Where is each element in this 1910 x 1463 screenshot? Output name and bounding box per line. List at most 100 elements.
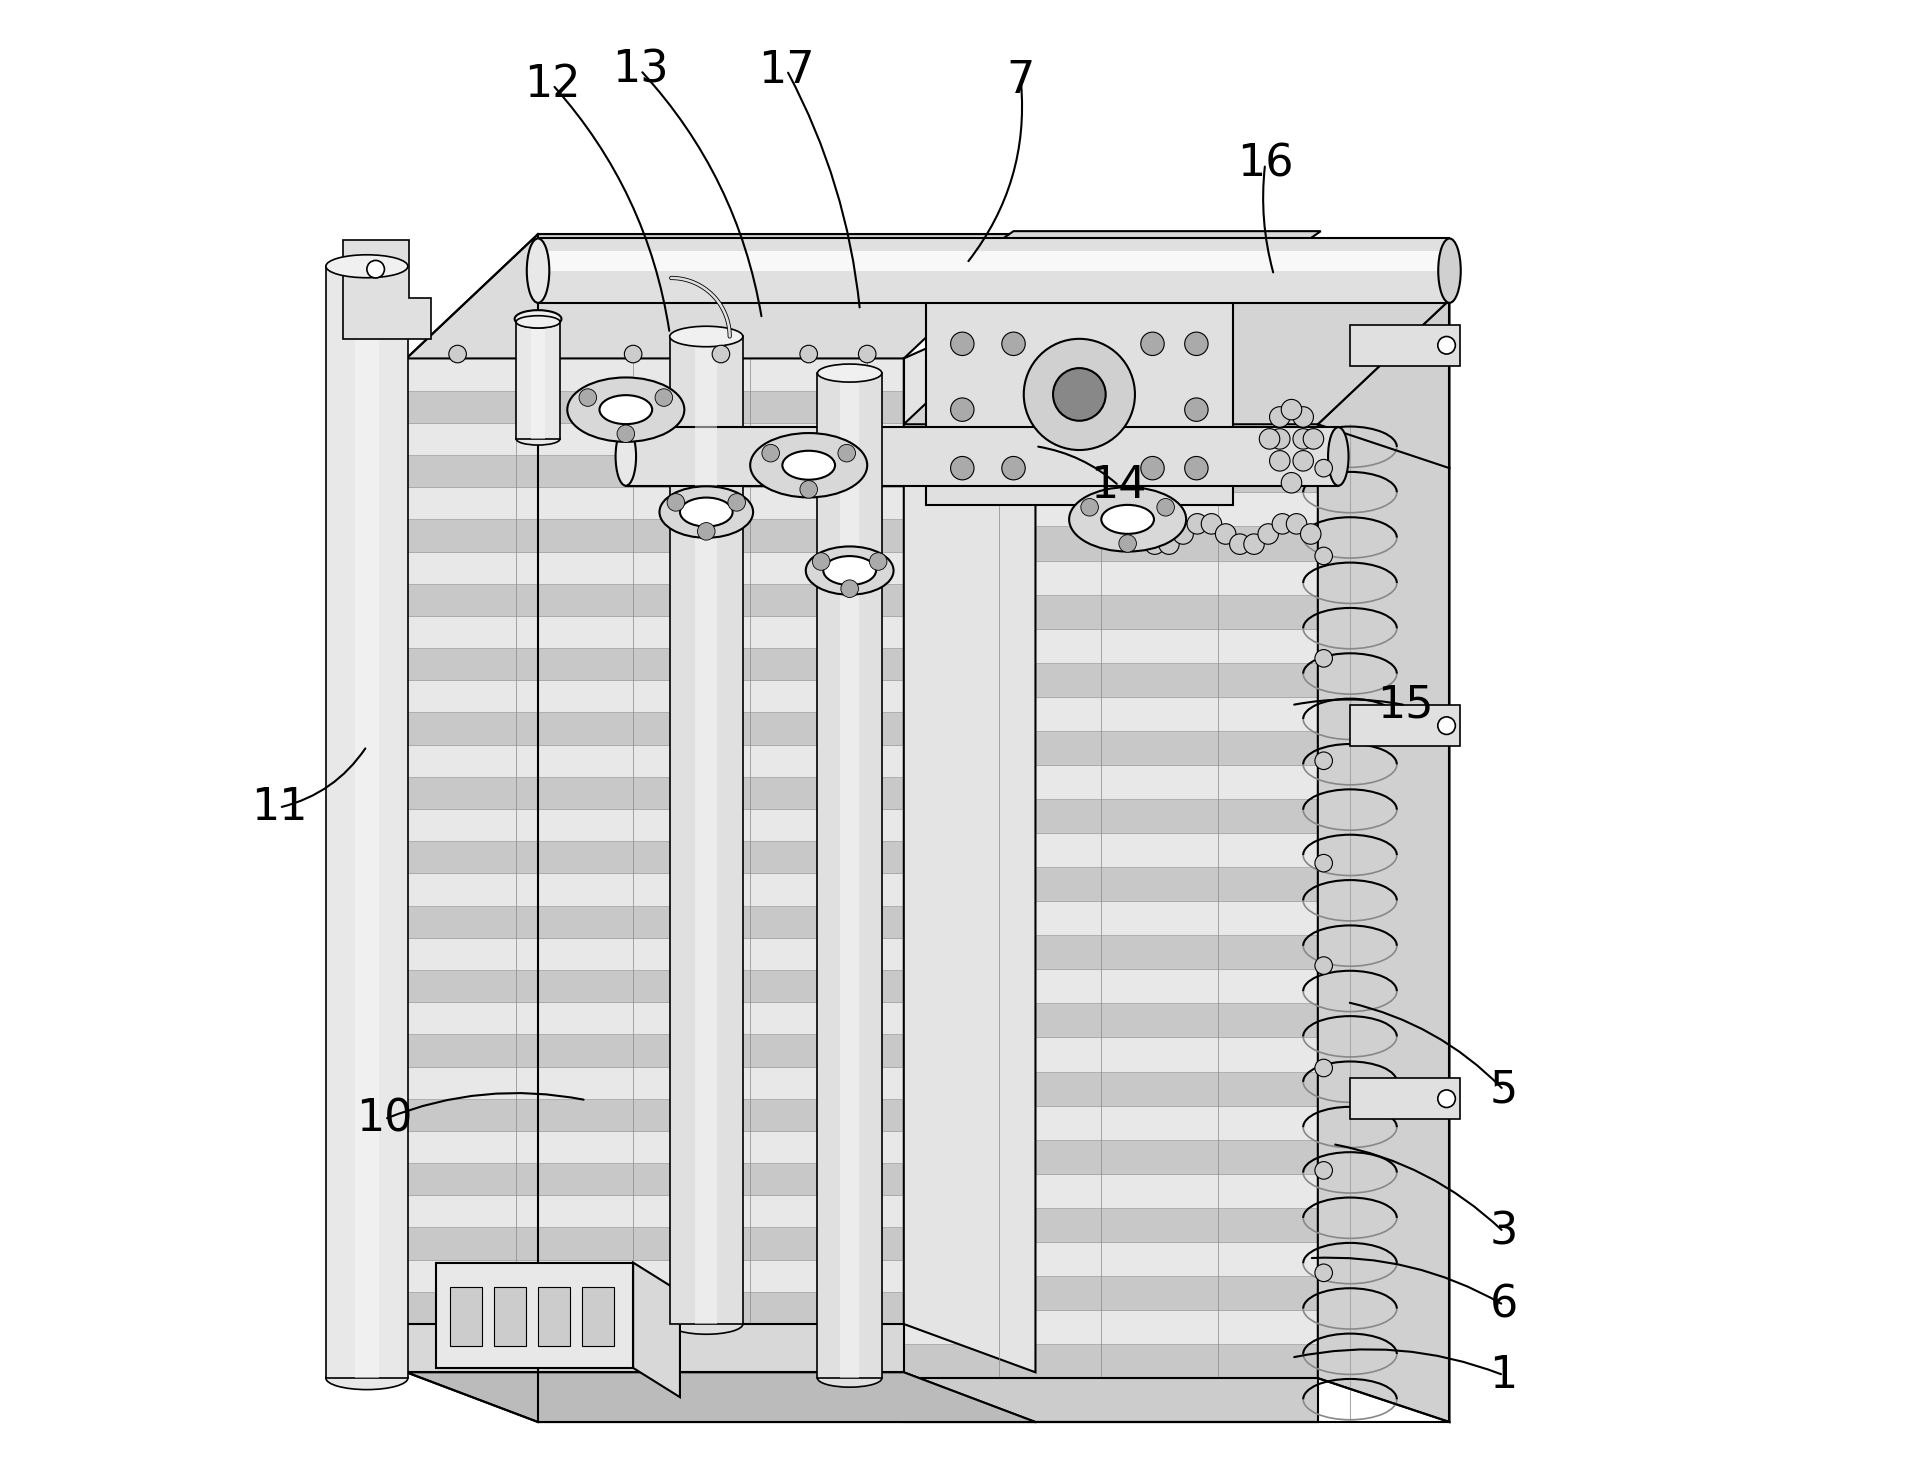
Circle shape: [1438, 336, 1455, 354]
Ellipse shape: [327, 1366, 409, 1390]
Polygon shape: [407, 1227, 903, 1260]
Ellipse shape: [600, 395, 651, 424]
Polygon shape: [903, 458, 1318, 493]
Circle shape: [800, 345, 817, 363]
Polygon shape: [407, 1292, 903, 1324]
Circle shape: [1314, 1059, 1333, 1077]
Polygon shape: [903, 970, 1318, 1004]
Polygon shape: [903, 1004, 1318, 1037]
Circle shape: [838, 445, 856, 462]
Ellipse shape: [1102, 505, 1154, 534]
Ellipse shape: [516, 316, 560, 328]
Polygon shape: [407, 584, 903, 616]
Polygon shape: [407, 1099, 903, 1131]
Polygon shape: [407, 487, 903, 519]
Polygon shape: [903, 629, 1318, 663]
Text: 3: 3: [1490, 1210, 1518, 1254]
Polygon shape: [903, 1309, 1318, 1344]
Polygon shape: [903, 1344, 1318, 1378]
Ellipse shape: [806, 547, 894, 595]
Polygon shape: [903, 799, 1318, 832]
Circle shape: [1131, 524, 1152, 544]
Polygon shape: [407, 1324, 903, 1372]
Circle shape: [655, 389, 672, 407]
Polygon shape: [407, 616, 903, 648]
Circle shape: [449, 345, 466, 363]
Ellipse shape: [659, 486, 753, 538]
Polygon shape: [407, 970, 903, 1002]
Circle shape: [1314, 752, 1333, 770]
Polygon shape: [903, 300, 1450, 424]
Ellipse shape: [670, 1314, 743, 1334]
Polygon shape: [903, 560, 1318, 594]
Polygon shape: [407, 1372, 1035, 1422]
Circle shape: [1314, 957, 1333, 974]
Circle shape: [697, 522, 714, 540]
Polygon shape: [632, 1263, 680, 1397]
Polygon shape: [407, 1163, 903, 1195]
Ellipse shape: [1070, 487, 1186, 552]
Ellipse shape: [751, 433, 867, 497]
Polygon shape: [903, 696, 1318, 732]
Bar: [670, 336, 743, 1324]
Polygon shape: [407, 234, 1035, 358]
Polygon shape: [407, 938, 903, 970]
Polygon shape: [903, 901, 1318, 935]
Ellipse shape: [817, 364, 882, 382]
Circle shape: [1285, 514, 1306, 534]
Polygon shape: [407, 1067, 903, 1099]
Text: 13: 13: [611, 48, 668, 92]
Polygon shape: [903, 765, 1318, 799]
Circle shape: [1024, 339, 1135, 451]
Circle shape: [858, 345, 877, 363]
Polygon shape: [407, 648, 903, 680]
Bar: [451, 1287, 483, 1346]
Polygon shape: [903, 424, 1318, 1378]
Polygon shape: [407, 358, 903, 391]
Bar: [539, 238, 1450, 303]
Circle shape: [1293, 407, 1314, 427]
Circle shape: [1243, 534, 1264, 554]
Ellipse shape: [516, 433, 560, 445]
Polygon shape: [407, 1002, 903, 1034]
Bar: [626, 427, 1339, 486]
Polygon shape: [926, 293, 1234, 505]
Polygon shape: [407, 680, 903, 712]
Ellipse shape: [514, 310, 562, 328]
Circle shape: [1259, 429, 1280, 449]
Bar: [516, 322, 560, 439]
Circle shape: [1272, 514, 1293, 534]
Polygon shape: [903, 1242, 1318, 1276]
Polygon shape: [903, 868, 1318, 901]
Circle shape: [1173, 524, 1194, 544]
Circle shape: [1144, 534, 1165, 554]
Text: 17: 17: [758, 48, 816, 92]
Bar: [539, 1287, 571, 1346]
Polygon shape: [435, 1263, 632, 1368]
Polygon shape: [1318, 300, 1450, 1422]
Polygon shape: [407, 1260, 903, 1292]
Circle shape: [1184, 456, 1209, 480]
Circle shape: [1314, 1162, 1333, 1179]
Ellipse shape: [823, 556, 877, 585]
Circle shape: [812, 553, 831, 571]
Circle shape: [951, 398, 974, 421]
Polygon shape: [407, 777, 903, 809]
Polygon shape: [903, 594, 1318, 629]
Polygon shape: [903, 1378, 1318, 1422]
Circle shape: [1081, 499, 1098, 516]
Polygon shape: [926, 231, 1320, 293]
Circle shape: [1314, 547, 1333, 565]
Circle shape: [617, 424, 634, 442]
Circle shape: [1186, 514, 1207, 534]
Circle shape: [1184, 332, 1209, 356]
Polygon shape: [903, 1037, 1318, 1071]
Text: 7: 7: [1007, 59, 1035, 102]
Polygon shape: [903, 1106, 1318, 1140]
Ellipse shape: [670, 326, 743, 347]
Text: 14: 14: [1091, 464, 1148, 508]
Polygon shape: [903, 527, 1318, 560]
Ellipse shape: [1327, 427, 1348, 486]
Circle shape: [1303, 429, 1324, 449]
Text: 16: 16: [1238, 142, 1293, 186]
